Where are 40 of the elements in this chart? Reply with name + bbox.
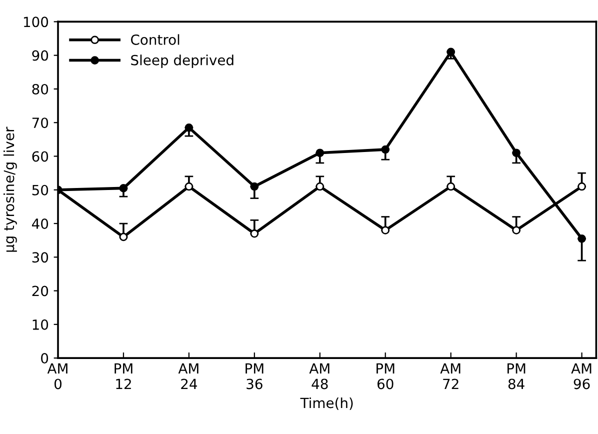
y-tick-label: 0 [41, 353, 48, 364]
y-tick-label: 30 [32, 252, 48, 263]
point [316, 148, 324, 158]
x-axis-title: Time(h) [300, 397, 353, 410]
x-tick-label: AM 24 [178, 363, 198, 390]
y-tick-label: 20 [32, 286, 48, 296]
y-tick-label: 100 [24, 16, 48, 28]
x-tick-label: PM 60 [376, 363, 394, 390]
point [512, 148, 520, 158]
y-tick-label: 10 [32, 319, 48, 330]
y-tick-label: 90 [32, 50, 48, 61]
point [119, 184, 128, 192]
point [250, 229, 259, 238]
y-tick-label: 80 [32, 84, 48, 94]
legend-label: Control [131, 34, 180, 45]
x-tick-label: AM 48 [309, 363, 330, 390]
point [250, 182, 259, 191]
x-tick-label: PM 84 [508, 363, 526, 390]
point [184, 182, 194, 191]
legend-label: Sleep deprived [131, 54, 234, 68]
point [381, 226, 390, 234]
point [381, 145, 390, 154]
point [578, 234, 586, 243]
x-tick-label: PM 12 [114, 363, 132, 390]
x-tick-label: AM 72 [440, 363, 460, 390]
point [446, 182, 456, 191]
point [512, 226, 520, 234]
y-tick-label: 60 [32, 151, 48, 162]
point [446, 48, 456, 56]
point [119, 232, 128, 242]
y-tick-label: 40 [32, 218, 48, 229]
point [316, 182, 324, 191]
y-tick-label: 50 [32, 184, 48, 196]
y-axis-title: μg tyrosine/g liver [3, 126, 17, 252]
point [578, 182, 586, 191]
x-tick-label: AM 96 [571, 363, 592, 390]
point [184, 123, 194, 132]
x-tick-label: AM 0 [47, 363, 68, 390]
y-tick-label: 70 [32, 118, 48, 128]
x-tick-label: PM 36 [246, 363, 264, 390]
